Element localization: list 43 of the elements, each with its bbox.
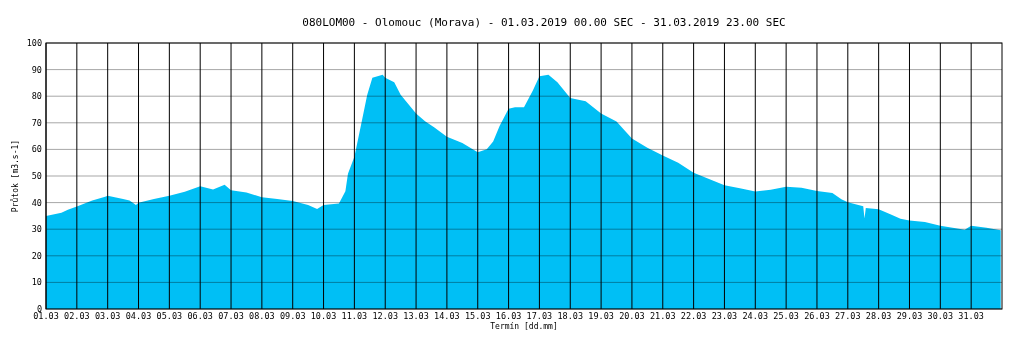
y-tick-label: 20 xyxy=(31,250,42,261)
y-tick-label: 80 xyxy=(31,91,42,102)
x-tick-label: 22.03 xyxy=(680,311,707,321)
x-axis-title: Termín [dd.mm] xyxy=(490,322,558,331)
x-tick-label: 26.03 xyxy=(804,311,830,321)
x-tick-label: 03.03 xyxy=(94,311,121,321)
x-tick-label: 31.03 xyxy=(958,311,984,321)
y-tick-label: 90 xyxy=(31,64,42,75)
x-tick-label: 30.03 xyxy=(927,311,954,321)
x-tick-label: 04.03 xyxy=(125,311,152,321)
x-tick-label: 10.03 xyxy=(310,311,337,321)
x-tick-label: 28.03 xyxy=(865,311,892,321)
x-tick-label: 27.03 xyxy=(835,311,861,321)
x-tick-label: 05.03 xyxy=(156,311,183,321)
x-tick-label: 14.03 xyxy=(434,311,460,321)
x-tick-label: 17.03 xyxy=(526,311,553,321)
x-tick-label: 07.03 xyxy=(218,311,244,321)
x-tick-label: 25.03 xyxy=(773,311,799,321)
x-tick-label: 12.03 xyxy=(372,311,399,321)
x-tick-label: 02.03 xyxy=(64,311,90,321)
x-tick-label: 08.03 xyxy=(249,311,275,321)
x-tick-label: 24.03 xyxy=(742,311,769,321)
y-tick-label: 50 xyxy=(31,171,42,181)
x-tick-label: 23.03 xyxy=(711,311,738,321)
y-tick-label: 40 xyxy=(31,197,42,208)
y-tick-label: 30 xyxy=(31,224,42,235)
x-tick-label: 15.03 xyxy=(464,311,491,321)
y-axis-title: Průtok [m3.s-1] xyxy=(10,139,20,213)
y-tick-label: 100 xyxy=(26,38,42,48)
y-tick-label: 60 xyxy=(31,144,42,155)
x-tick-label: 09.03 xyxy=(279,311,306,321)
x-tick-label: 13.03 xyxy=(403,311,429,321)
y-tick-label: 10 xyxy=(31,277,42,288)
x-tick-label: 06.03 xyxy=(187,311,213,321)
chart-title: 080LOM00 - Olomouc (Morava) - 01.03.2019 00.00 SEC - 31.03.2019 23.00 SEC xyxy=(302,16,786,29)
x-tick-label: 16.03 xyxy=(495,311,522,321)
x-tick-label: 19.03 xyxy=(588,311,614,321)
x-tick-label: 29.03 xyxy=(896,311,923,321)
x-tick-label: 11.03 xyxy=(341,311,368,321)
x-tick-label: 20.03 xyxy=(619,311,645,321)
x-tick-label: 21.03 xyxy=(649,311,676,321)
y-tick-label: 70 xyxy=(31,117,42,128)
x-tick-label: 18.03 xyxy=(557,311,584,321)
